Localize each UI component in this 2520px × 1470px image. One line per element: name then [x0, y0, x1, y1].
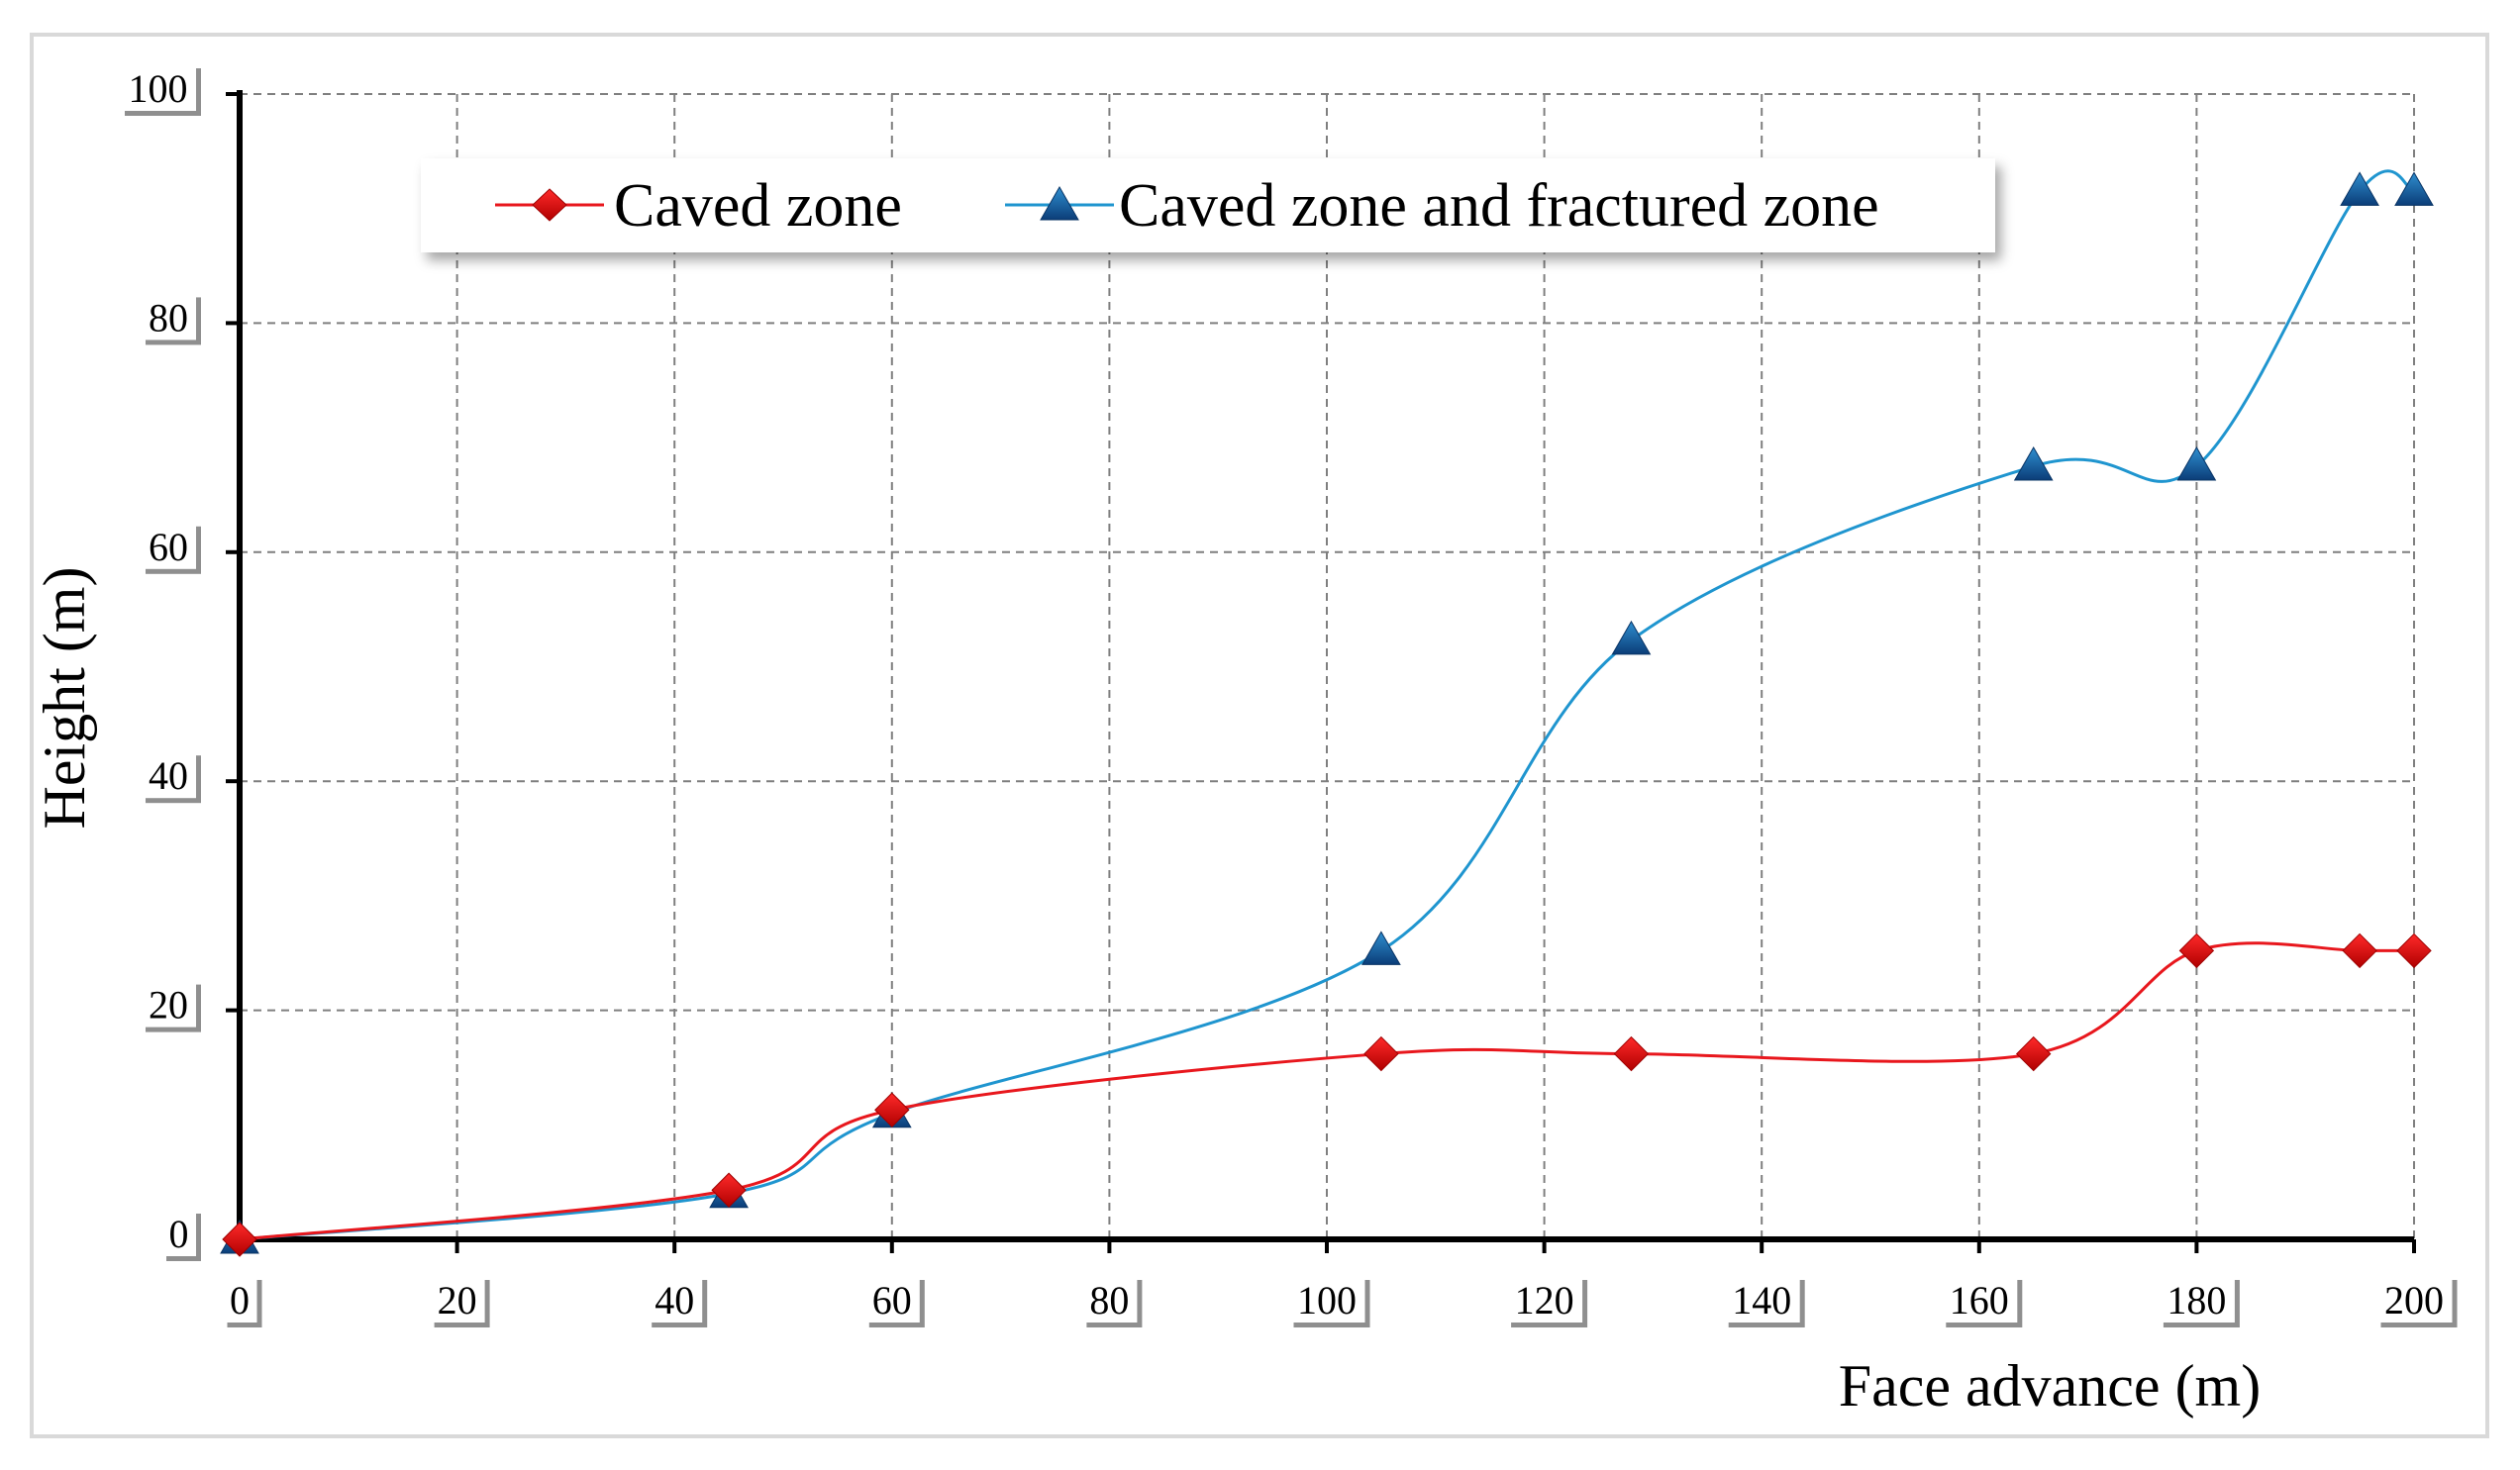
legend-marker-caved-fractured-zone: [1040, 185, 1079, 221]
legend-marker-caved-zone: [532, 188, 567, 222]
caved-zone-point: [2015, 1035, 2052, 1072]
x-tick-label: 100: [1297, 1278, 1357, 1323]
caved-zone-point: [1363, 1035, 1399, 1072]
x-tick-label-box: [1081, 1275, 1138, 1323]
caved-fractured-zone-point: [1361, 931, 1401, 965]
y-tick-label-box: [141, 292, 196, 341]
x-tick-label-box: [863, 1275, 920, 1323]
x-tick-label-box: [1288, 1275, 1365, 1323]
y-tick-label-box: [161, 1209, 196, 1256]
legend-label-caved-zone: Caved zone: [614, 172, 902, 240]
axis-titles: Face advance (m) Height (m): [32, 567, 2261, 1419]
x-tick-label: 160: [1950, 1278, 2009, 1323]
x-tick-label: 20: [438, 1278, 477, 1323]
caved-zone-point: [711, 1172, 747, 1208]
x-axis-title: Face advance (m): [1839, 1353, 2261, 1419]
x-tick-label-box: [2375, 1275, 2453, 1323]
caved-fractured-zone-point: [1611, 620, 1652, 655]
x-tick-label-box: [647, 1275, 703, 1323]
y-tick-label: 20: [149, 983, 188, 1028]
legend-label-caved-fractured-zone: Caved zone and fractured zone: [1119, 172, 1879, 240]
x-tick-label-box: [1506, 1275, 1583, 1323]
series: [220, 169, 2434, 1257]
series-line-caved-fractured-zone: [239, 169, 2415, 1241]
caved-zone-point: [874, 1092, 910, 1127]
x-tick-label: 140: [1732, 1278, 1791, 1323]
y-tick-label: 0: [169, 1212, 189, 1256]
legend: Caved zone Caved zone and fractured zone: [421, 158, 1995, 252]
x-tick-label: 180: [2167, 1278, 2226, 1323]
caved-zone-point: [2342, 932, 2377, 969]
y-tick-label: 60: [149, 525, 188, 569]
y-tick-label-box: [141, 750, 196, 799]
tick-labels: 0 20 40 60 80 100 120 140 160 180 200 0 20 40 60 80 100: [120, 63, 2458, 1327]
y-tick-label: 100: [129, 66, 188, 111]
x-tick-label: 60: [872, 1278, 912, 1323]
x-tick-label-box: [2158, 1275, 2235, 1323]
x-tick-label-box: [1941, 1275, 2018, 1323]
grid: [240, 93, 2415, 1239]
caved-fractured-zone-point: [2394, 171, 2434, 206]
x-tick-label: 40: [655, 1278, 694, 1323]
legend-box: [421, 158, 1995, 252]
x-tick-label: 0: [230, 1278, 250, 1323]
x-tick-label: 120: [1515, 1278, 1574, 1323]
y-tick-label: 40: [149, 753, 188, 798]
y-axis-title: Height (m): [32, 567, 97, 830]
caved-fractured-zone-point: [2340, 171, 2379, 206]
y-tick-label-box: [141, 521, 196, 569]
x-tick-label-box: [222, 1275, 257, 1323]
x-tick-label-box: [429, 1275, 485, 1323]
y-tick-label-box: [141, 979, 196, 1028]
axes: [226, 90, 2416, 1253]
caved-fractured-zone-point: [2176, 446, 2217, 481]
y-tick-label: 80: [149, 295, 188, 340]
y-tick-label-box: [120, 63, 196, 111]
caved-zone-point: [2396, 932, 2432, 969]
caved-zone-point: [1613, 1035, 1650, 1072]
x-tick-label-box: [1723, 1275, 1800, 1323]
x-tick-label: 80: [1089, 1278, 1129, 1323]
caved-zone-point: [222, 1222, 257, 1257]
chart-frame: [30, 33, 2489, 1438]
caved-fractured-zone-point: [2013, 446, 2054, 481]
x-tick-label: 200: [2384, 1278, 2444, 1323]
caved-zone-point: [2178, 932, 2215, 969]
